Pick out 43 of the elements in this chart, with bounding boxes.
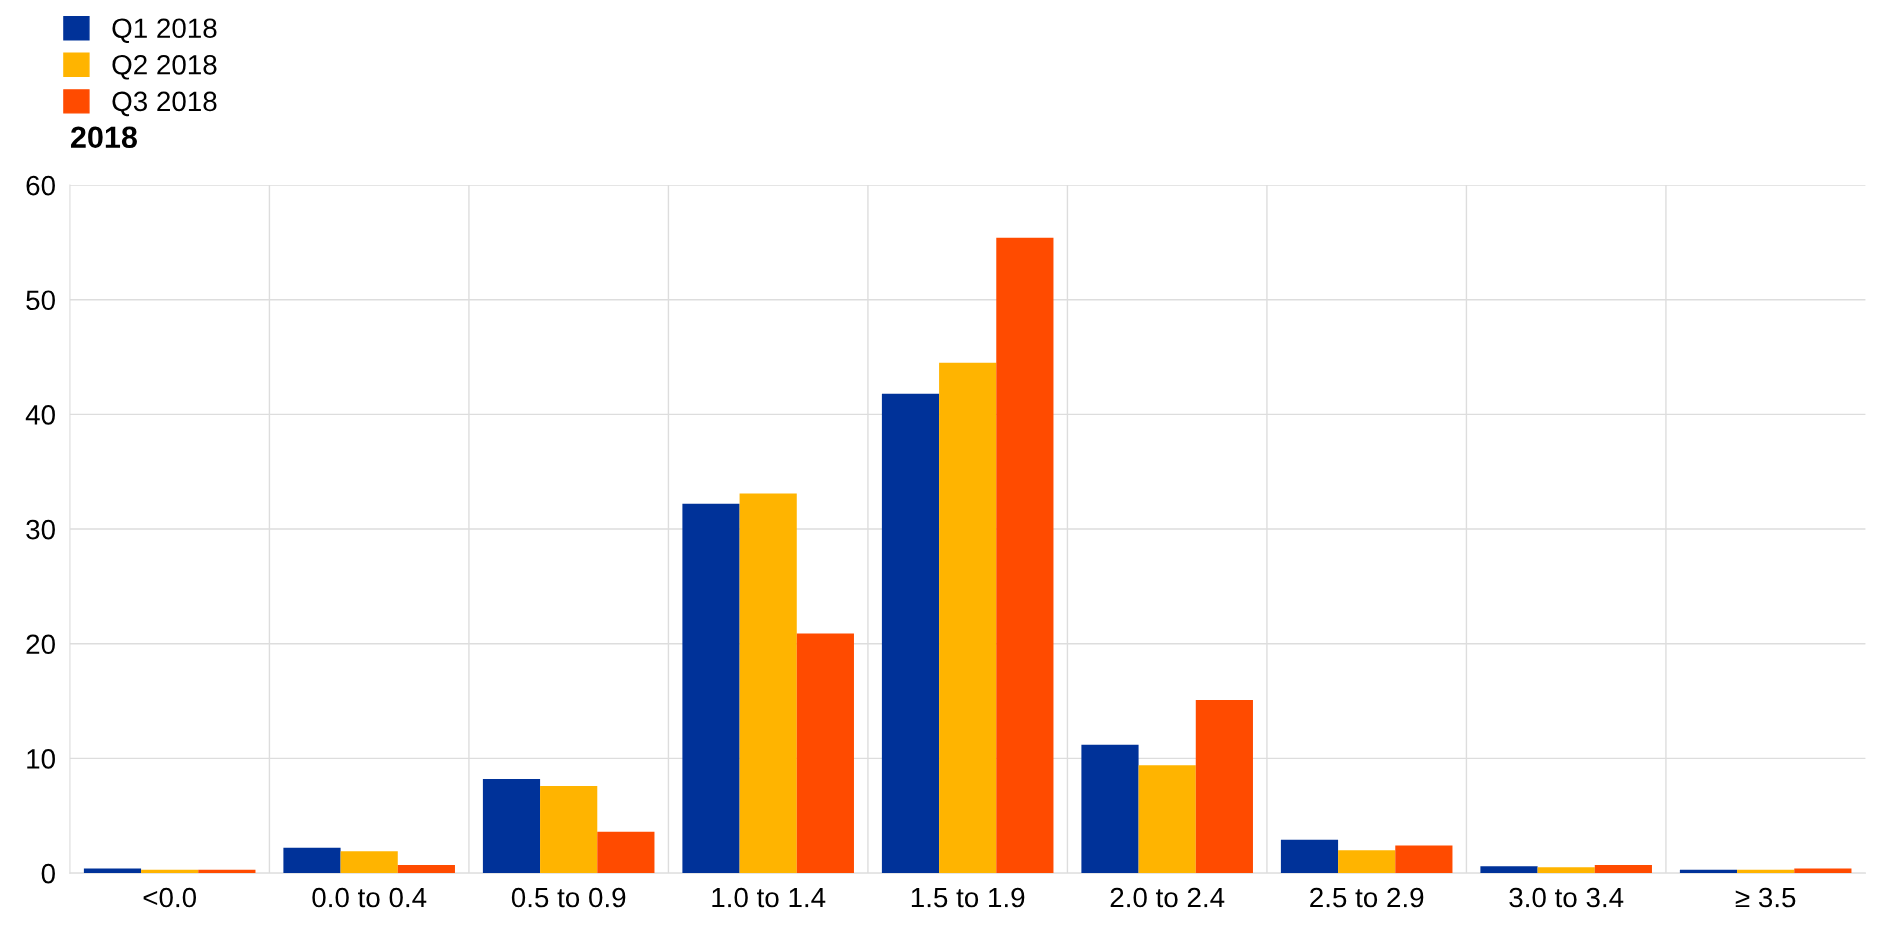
bar — [796, 633, 854, 874]
y-tick-label: 0 — [41, 863, 55, 884]
x-tick-label: 0.0 to 0.4 — [312, 887, 427, 908]
legend-label: Q1 2018 — [112, 18, 217, 44]
bar — [83, 868, 142, 874]
y-tick-label: 50 — [26, 290, 55, 311]
bar — [1594, 865, 1652, 874]
x-tick-label: 0.5 to 0.9 — [511, 887, 626, 908]
bar — [597, 831, 655, 874]
x-tick-label: 1.5 to 1.9 — [911, 887, 1025, 908]
chart-title: 2018 — [70, 126, 137, 149]
x-tick-label: <0.0 — [143, 887, 197, 908]
bar — [682, 503, 740, 874]
bar — [482, 779, 541, 874]
bar — [1537, 867, 1595, 874]
bar — [1138, 765, 1196, 874]
bar — [881, 393, 940, 874]
bar — [1480, 866, 1538, 874]
y-tick-label: 60 — [26, 175, 55, 196]
x-tick-label: 2.5 to 2.9 — [1310, 887, 1424, 908]
bar — [397, 865, 455, 874]
bar — [739, 493, 797, 874]
y-tick-label: 10 — [27, 749, 55, 769]
bar — [1794, 868, 1852, 874]
bar — [996, 237, 1054, 874]
bar — [939, 362, 997, 874]
x-tick-label: ≥ 3.5 — [1735, 887, 1796, 908]
bar — [1081, 744, 1139, 874]
y-tick-label: 20 — [26, 634, 55, 655]
bar — [340, 851, 398, 874]
legend-label: Q3 2018 — [112, 91, 217, 117]
bar — [1395, 845, 1453, 874]
x-tick-label: 3.0 to 3.4 — [1509, 887, 1624, 908]
y-tick-label: 30 — [26, 519, 55, 540]
y-tick-label: 40 — [25, 405, 55, 425]
bar — [283, 847, 341, 874]
legend-label: Q2 2018 — [112, 54, 217, 80]
x-tick-label: 2.0 to 2.4 — [1110, 887, 1225, 908]
bar — [1338, 850, 1396, 874]
bar — [540, 785, 598, 874]
bar — [1195, 699, 1253, 874]
x-tick-label: 1.0 to 1.4 — [712, 887, 826, 908]
bar — [1280, 839, 1339, 874]
